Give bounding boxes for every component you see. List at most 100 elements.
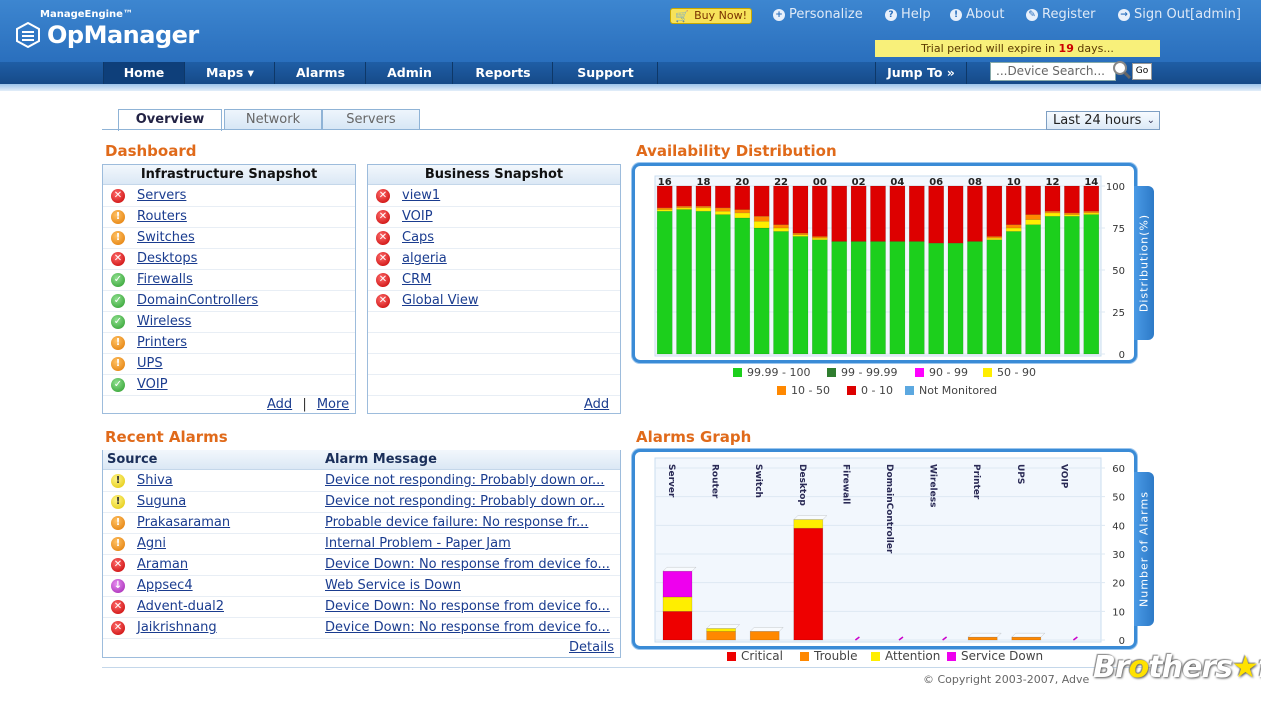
y-tick-label: 40 (1112, 521, 1125, 532)
tab-overview[interactable]: Overview (118, 109, 222, 131)
search-icon[interactable] (1112, 60, 1132, 80)
alarms-graph-title: Alarms Graph (636, 428, 752, 446)
infra-link[interactable]: DomainControllers (137, 293, 259, 308)
nav-alarms[interactable]: Alarms (276, 62, 366, 84)
infra-link[interactable]: Firewalls (137, 272, 193, 287)
sign-out-link[interactable]: → Sign Out[admin] (1118, 7, 1241, 22)
alarm-message-link[interactable]: Device not responding: Probably down or.… (325, 494, 605, 509)
severity-yellow-icon: ! (111, 474, 125, 488)
alarm-message-link[interactable]: Device Down: No response from device fo.… (325, 620, 610, 635)
severity-orange-icon: ! (111, 516, 125, 530)
infra-link[interactable]: Desktops (137, 251, 198, 266)
business-link[interactable]: CRM (402, 272, 432, 287)
alarms-footer: Details (569, 640, 614, 655)
alarm-source-link[interactable]: Agni (137, 536, 166, 551)
bar-top-face (967, 632, 1002, 638)
personalize-link[interactable]: + Personalize (773, 7, 863, 22)
trial-notice: Trial period will expire in 19 days... (875, 40, 1160, 57)
alarm-source-link[interactable]: Appsec4 (137, 578, 193, 593)
business-row: ✕ Global View (368, 291, 620, 312)
availability-bar-segment (1083, 214, 1100, 355)
alarm-source-link[interactable]: Advent-dual2 (137, 599, 224, 614)
alarm-source-link[interactable]: Shiva (137, 473, 173, 488)
alarm-row: ✕ Jaikrishnang Device Down: No response fr… (103, 618, 620, 639)
details-link[interactable]: Details (569, 640, 615, 655)
alarm-message-link[interactable]: Web Service is Down (325, 578, 462, 593)
availability-bar-segment (715, 207, 731, 212)
availability-bar-segment (773, 231, 789, 355)
register-link[interactable]: ✎ Register (1026, 7, 1096, 22)
infra-add-link[interactable]: Add (267, 397, 293, 412)
business-link[interactable]: Caps (402, 230, 435, 245)
col-alarm-message: Alarm Message (325, 452, 437, 467)
legend-swatch (827, 368, 836, 377)
availability-bar-segment (831, 185, 848, 242)
alarm-source-link[interactable]: Jaikrishnang (137, 620, 217, 635)
nav-support[interactable]: Support (554, 62, 658, 84)
infra-link[interactable]: Printers (137, 335, 188, 350)
hour-label: 18 (697, 177, 711, 188)
y-tick-label: 50 (1112, 266, 1125, 277)
time-range-select[interactable]: Last 24 hours ⌄ (1046, 111, 1160, 130)
availability-bar-segment (792, 232, 809, 235)
status-orange-icon: ! (111, 357, 125, 371)
business-link[interactable]: VOIP (402, 209, 433, 224)
alarm-source-link[interactable]: Prakasaraman (137, 515, 231, 530)
alarm-table-header: Source Alarm Message (103, 450, 620, 470)
infra-link[interactable]: Servers (137, 188, 187, 203)
legend-swatch (727, 652, 736, 661)
infra-more-link[interactable]: More (316, 397, 350, 412)
alarm-message-link[interactable]: Probable device failure: No response fr.… (325, 515, 589, 530)
availability-bar-segment (1005, 224, 1022, 229)
infrastructure-snapshot-panel: Infrastructure Snapshot ✕ Servers! Routers… (102, 164, 356, 414)
about-link[interactable]: ! About (950, 7, 1004, 22)
nav-maps[interactable]: Maps ▾ (186, 62, 275, 84)
info-icon: ! (950, 9, 962, 21)
infra-link[interactable]: UPS (137, 356, 163, 371)
business-link[interactable]: Global View (402, 293, 479, 308)
go-button[interactable]: Go (1132, 63, 1152, 80)
col-source: Source (107, 452, 158, 467)
alarms-legend-item: Critical (727, 649, 783, 663)
hour-label: 02 (852, 177, 866, 188)
buy-now-button[interactable]: 🛒 Buy Now! (670, 8, 752, 24)
availability-bar-segment (1064, 214, 1080, 217)
plot-area (654, 457, 1102, 643)
alarm-bar-segment (793, 519, 824, 529)
tab-network[interactable]: Network (224, 109, 322, 130)
hour-label: 22 (774, 177, 788, 188)
help-link[interactable]: ? Help (885, 7, 931, 22)
availability-legend-item: 90 - 99 (915, 366, 968, 379)
status-red-icon: ✕ (111, 252, 125, 266)
jump-to-menu[interactable]: Jump To » (875, 62, 967, 84)
business-add-link[interactable]: Add (584, 397, 610, 412)
alarm-source-link[interactable]: Suguna (137, 494, 187, 509)
infra-link[interactable]: Wireless (137, 314, 192, 329)
infra-link[interactable]: VOIP (137, 377, 168, 392)
infra-link[interactable]: Routers (137, 209, 187, 224)
nav-reports[interactable]: Reports (454, 62, 553, 84)
infra-row: ✕ Servers (103, 186, 355, 207)
availability-legend-item: 99 - 99.99 (827, 366, 897, 379)
alarms-legend-item: Service Down (947, 649, 1043, 663)
nav-home[interactable]: Home (104, 62, 185, 84)
alarm-message-link[interactable]: Device Down: No response from device fo.… (325, 557, 610, 572)
footer-divider (102, 667, 1160, 668)
alarm-message-link[interactable]: Internal Problem - Paper Jam (325, 536, 511, 551)
hour-label: 16 (658, 177, 672, 188)
alarm-message-link[interactable]: Device Down: No response from device fo.… (325, 599, 610, 614)
infra-link[interactable]: Switches (137, 230, 195, 245)
alarm-source-link[interactable]: Araman (137, 557, 189, 572)
availability-bar-segment (773, 224, 789, 229)
availability-bar-segment (792, 185, 809, 234)
nav-admin[interactable]: Admin (367, 62, 453, 84)
alarm-row: ✕ Advent-dual2 Device Down: No response fr… (103, 597, 620, 618)
tab-servers[interactable]: Servers (322, 109, 420, 130)
business-link[interactable]: view1 (402, 188, 441, 203)
status-red-icon: ✕ (376, 294, 390, 308)
alarm-message-link[interactable]: Device not responding: Probably down or.… (325, 473, 605, 488)
business-link[interactable]: algeria (402, 251, 447, 266)
alarms-legend-item: Attention (871, 649, 940, 663)
availability-bar-segment (1064, 212, 1080, 215)
device-search-input[interactable]: ...Device Search... (990, 62, 1116, 81)
